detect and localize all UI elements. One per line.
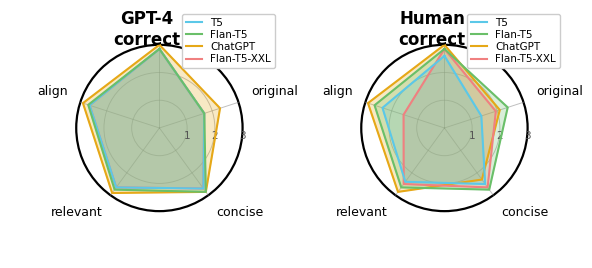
Polygon shape — [382, 56, 485, 184]
Text: concise: concise — [501, 206, 548, 219]
Text: relevant: relevant — [51, 206, 102, 219]
Polygon shape — [375, 49, 508, 190]
Polygon shape — [88, 49, 206, 192]
Text: original: original — [251, 85, 298, 98]
Text: align: align — [322, 85, 353, 98]
Text: 2: 2 — [211, 131, 218, 141]
Text: 1: 1 — [184, 131, 191, 141]
Text: GPT-4
correct: GPT-4 correct — [114, 10, 181, 49]
Polygon shape — [368, 45, 500, 192]
Legend: T5, Flan-T5, ChatGPT, Flan-T5-XXL: T5, Flan-T5, ChatGPT, Flan-T5-XXL — [182, 14, 275, 68]
Text: 2: 2 — [497, 131, 503, 141]
Polygon shape — [89, 49, 204, 188]
Text: align: align — [37, 85, 67, 98]
Text: 3: 3 — [239, 131, 246, 141]
Polygon shape — [89, 49, 204, 188]
Text: Human
correct: Human correct — [398, 10, 465, 49]
Polygon shape — [404, 49, 496, 187]
Text: original: original — [536, 85, 583, 98]
Text: concise: concise — [216, 206, 263, 219]
Text: 3: 3 — [525, 131, 531, 141]
Legend: T5, Flan-T5, ChatGPT, Flan-T5-XXL: T5, Flan-T5, ChatGPT, Flan-T5-XXL — [466, 14, 560, 68]
Text: 1: 1 — [469, 131, 475, 141]
Text: relevant: relevant — [336, 206, 388, 219]
Polygon shape — [83, 45, 220, 193]
